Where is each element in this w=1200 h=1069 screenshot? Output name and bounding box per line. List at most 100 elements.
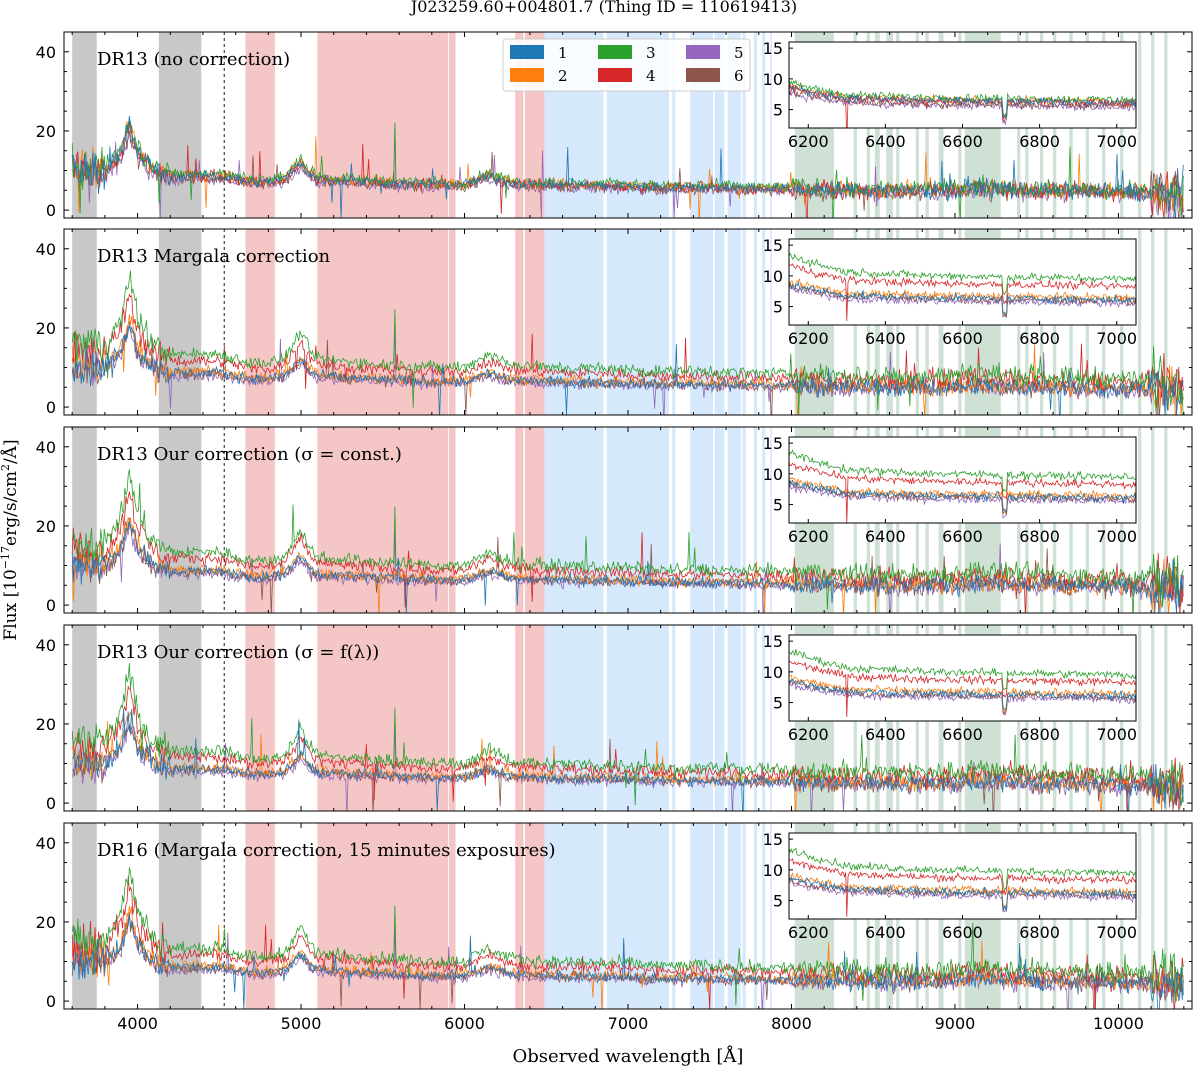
legend-label-5: 5 [734, 44, 744, 62]
inset-series-line-6 [789, 87, 1136, 123]
inset-series-line-1 [789, 876, 1136, 912]
shaded-region-green [1164, 427, 1168, 613]
shaded-region-blue [672, 427, 676, 613]
shaded-region-green [1164, 229, 1168, 415]
panel-label: DR13 Our correction (σ = f(λ)) [97, 642, 379, 663]
shaded-region-blue [762, 625, 766, 811]
inset-series-line-1 [789, 678, 1136, 711]
shaded-region-blue [727, 823, 741, 1009]
inset-x-tick-label: 6600 [942, 132, 983, 151]
shaded-region-blue [742, 625, 746, 811]
shaded-region-red [525, 625, 545, 811]
legend-label-4: 4 [646, 67, 656, 85]
shaded-region-red [448, 229, 456, 415]
inset-series-line-5 [789, 681, 1136, 716]
shaded-region-blue [753, 32, 758, 218]
shaded-region-blue [672, 625, 676, 811]
y-tick-label: 40 [36, 43, 56, 62]
series-line-4 [71, 876, 1184, 1009]
shaded-region-red [515, 229, 524, 415]
shaded-region-red [317, 229, 449, 415]
inset-series-line-3 [789, 252, 1136, 296]
y-label-part: Flux [10 [1, 569, 21, 640]
shaded-region-blue [762, 229, 766, 415]
shaded-region-green [1138, 32, 1142, 218]
y-label-exponent: −17 [0, 546, 12, 569]
inset-x-tick-label: 6400 [865, 527, 906, 546]
shaded-region-blue [544, 625, 604, 811]
shaded-region-blue [714, 823, 725, 1009]
shaded-region-blue [770, 427, 772, 613]
series-line-2 [71, 905, 1184, 1009]
inset-background [789, 42, 1136, 128]
series-line-1 [71, 325, 1184, 415]
shaded-region-blue [762, 32, 766, 218]
shaded-region-blue [714, 229, 725, 415]
inset-x-tick-label: 6200 [788, 923, 829, 942]
panel-label: DR13 Our correction (σ = const.) [97, 444, 402, 465]
shaded-region-red [448, 427, 456, 613]
x-tick-label: 4000 [117, 1014, 158, 1033]
shaded-region-red [448, 625, 456, 811]
shaded-region-blue [753, 823, 758, 1009]
x-tick-label: 10000 [1093, 1014, 1144, 1033]
inset-x-tick-label: 6800 [1019, 132, 1060, 151]
inset: 6200 6400 6600 6800 7000 5 10 15 [763, 236, 1137, 348]
shaded-region-gray [158, 625, 202, 811]
y-tick-label: 40 [36, 240, 56, 259]
y-label-part: /Å] [0, 439, 21, 464]
inset-spectra [789, 448, 1136, 523]
inset-x-tick-label: 7000 [1096, 132, 1137, 151]
panel-5: 4000 5000 6000 7000 8000 9000 10000 0 20 40 DR16 (… [36, 822, 1193, 1033]
shaded-region-blue [714, 32, 725, 218]
inset-series-line-4 [789, 462, 1136, 523]
shaded-region-blue [727, 229, 741, 415]
x-axis-label: Observed wavelength [Å] [513, 1045, 744, 1067]
x-tick-label: 9000 [935, 1014, 976, 1033]
shaded-region-blue [690, 823, 714, 1009]
y-tick-label: 0 [46, 201, 56, 220]
spectra [71, 270, 1184, 415]
shaded-region-green [1164, 625, 1168, 811]
shaded-region-green [1138, 229, 1142, 415]
inset-x-tick-label: 7000 [1096, 329, 1137, 348]
x-tick-label: 7000 [608, 1014, 649, 1033]
spectra [71, 663, 1184, 811]
inset-series-line-1 [789, 281, 1136, 317]
x-tick-label: 6000 [444, 1014, 485, 1033]
shaded-region-red [448, 823, 456, 1009]
y-tick-label: 40 [36, 438, 56, 457]
shaded-region-blue [770, 823, 772, 1009]
shaded-region-gray [158, 823, 202, 1009]
inset-series-line-4 [789, 263, 1136, 321]
series-line-1 [72, 708, 1184, 811]
y-tick-label: 40 [36, 834, 56, 853]
shaded-region-blue [753, 427, 758, 613]
shaded-region-blue [770, 32, 772, 218]
shaded-region-blue [672, 823, 676, 1009]
chart-title: J023259.60+004801.7 (Thing ID = 11061941… [409, 0, 797, 16]
shaded-region-green [1151, 823, 1155, 1009]
legend-swatch-6 [686, 68, 720, 82]
inset-x-tick-label: 6800 [1019, 527, 1060, 546]
series-line-1 [71, 115, 1184, 218]
shaded-region-gray [158, 427, 202, 613]
shaded-region-green [1138, 427, 1142, 613]
shaded-region-blue [753, 229, 758, 415]
inset: 6200 6400 6600 6800 7000 5 10 15 [763, 632, 1137, 744]
legend-swatch-5 [686, 45, 720, 59]
inset-series-line-6 [789, 876, 1136, 912]
inset-y-tick-label: 15 [763, 236, 783, 255]
shaded-region-green [1164, 32, 1168, 218]
inset-y-tick-label: 15 [763, 632, 783, 651]
shaded-region-blue [762, 427, 766, 613]
inset-y-tick-label: 5 [773, 496, 783, 515]
inset-x-tick-label: 6600 [942, 725, 983, 744]
spectra [71, 469, 1184, 613]
shaded-region-blue [770, 625, 772, 811]
inset-series-line-6 [789, 282, 1136, 318]
legend-label-6: 6 [734, 67, 744, 85]
inset-y-tick-label: 5 [773, 101, 783, 120]
inset-x-tick-label: 7000 [1096, 923, 1137, 942]
shaded-region-blue [714, 625, 725, 811]
